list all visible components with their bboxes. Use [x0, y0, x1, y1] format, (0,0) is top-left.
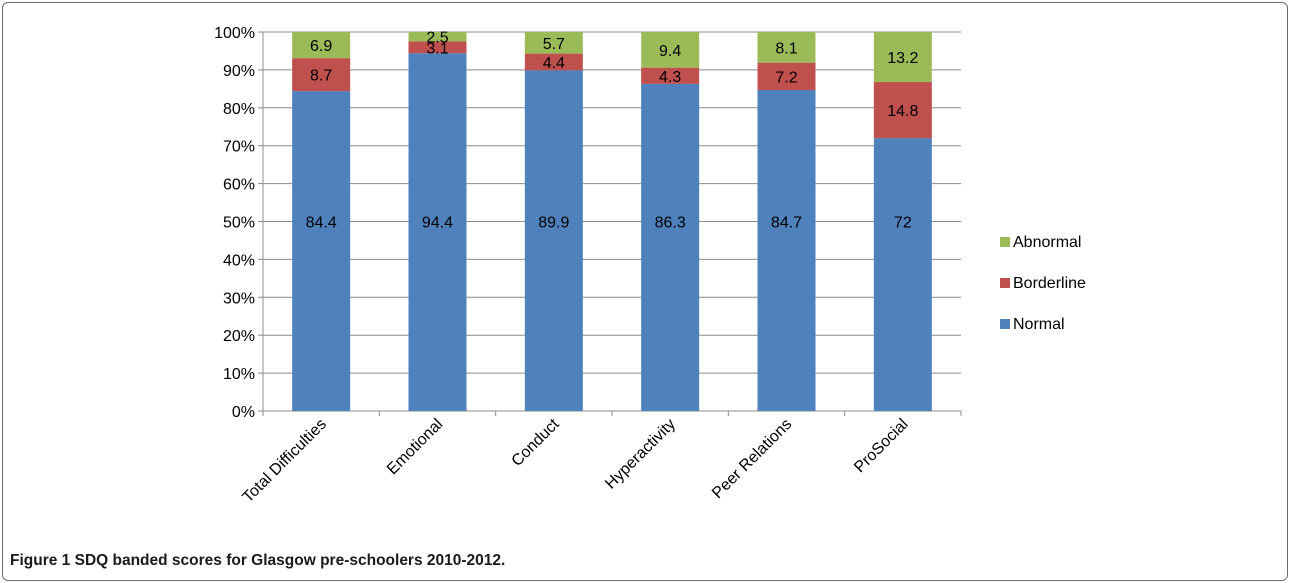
data-label: 89.9 — [538, 215, 569, 232]
y-tick-label: 50% — [223, 215, 255, 232]
stacked-bar-chart: 0% 10% 20% 30% 40% 50% 60% 70% 80% 90% 100% 84.4 8.7… — [214, 25, 1086, 506]
legend-swatch — [1000, 237, 1010, 247]
y-tick-label: 60% — [223, 177, 255, 194]
bar-normal — [873, 138, 932, 411]
y-tick-label: 30% — [223, 290, 255, 307]
y-tick-label: 20% — [223, 328, 255, 345]
data-label: 14.8 — [887, 103, 918, 120]
data-label: 3.1 — [426, 40, 448, 57]
bar-abnormal — [408, 32, 467, 42]
caption-label: Figure 1 — [10, 552, 71, 569]
data-label: 4.4 — [543, 55, 565, 72]
data-label: 84.4 — [306, 215, 337, 232]
bar-borderline — [524, 53, 583, 71]
data-label: 8.7 — [310, 68, 332, 85]
bar-abnormal — [292, 32, 351, 59]
data-label: 6.9 — [310, 38, 332, 55]
y-tick-label: 0% — [232, 404, 255, 421]
legend-label: Normal — [1013, 316, 1065, 333]
x-category-label: Peer Relations — [709, 416, 795, 502]
legend-label: Abnormal — [1013, 234, 1081, 251]
data-label: 13.2 — [887, 50, 918, 67]
bar-normal — [292, 91, 351, 412]
caption-text: SDQ banded scores for Glasgow pre-school… — [74, 552, 506, 569]
bar-normal — [641, 83, 700, 411]
data-label: 94.4 — [422, 215, 453, 232]
bar-normal — [757, 89, 816, 411]
y-tick-label: 80% — [223, 101, 255, 118]
data-label: 86.3 — [655, 215, 686, 232]
legend-label: Borderline — [1013, 275, 1086, 292]
data-label: 84.7 — [771, 215, 802, 232]
bar-borderline — [292, 58, 351, 92]
y-tick-label: 90% — [223, 63, 255, 80]
bar-borderline — [408, 41, 467, 54]
legend-swatch — [1000, 278, 1010, 288]
bar-abnormal — [524, 32, 583, 54]
bar-normal — [524, 70, 583, 412]
data-label: 8.1 — [775, 40, 797, 57]
x-category-label: Conduct — [509, 415, 564, 470]
data-label: 2.5 — [426, 30, 448, 47]
x-category-label: Total Difficulties — [240, 416, 330, 506]
y-tick-label: 70% — [223, 139, 255, 156]
bar-borderline — [757, 62, 816, 90]
data-label: 72 — [894, 215, 912, 232]
x-category-label: ProSocial — [851, 416, 911, 476]
legend-swatch — [1000, 319, 1010, 329]
x-category-label: Hyperactivity — [602, 416, 679, 493]
bar-normal — [408, 53, 467, 411]
y-tick-label: 40% — [223, 252, 255, 269]
data-label: 7.2 — [775, 69, 797, 86]
data-label: 9.4 — [659, 43, 681, 60]
bar-borderline — [641, 67, 700, 84]
data-label: 4.3 — [659, 69, 681, 86]
data-label: 5.7 — [543, 36, 565, 53]
bar-abnormal — [641, 32, 700, 68]
y-tick-label: 10% — [223, 366, 255, 383]
figure-caption: Figure 1 SDQ banded scores for Glasgow p… — [10, 552, 505, 570]
bar-abnormal — [757, 32, 816, 63]
bar-borderline — [873, 82, 932, 139]
bar-abnormal — [873, 32, 932, 83]
x-category-label: Emotional — [384, 416, 446, 478]
y-tick-label: 100% — [214, 25, 255, 42]
